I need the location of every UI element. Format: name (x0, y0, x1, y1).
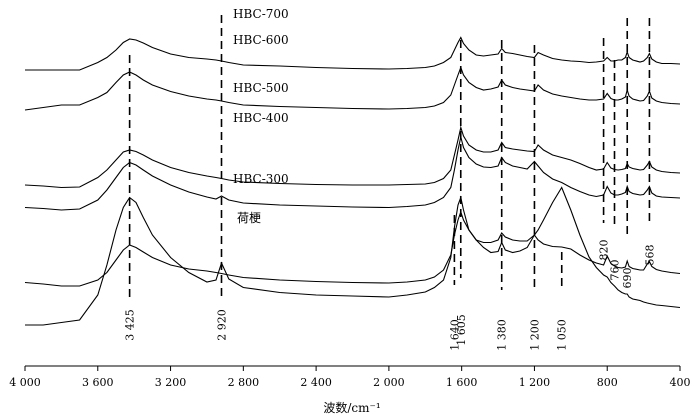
series-layer (24, 36, 681, 326)
peak-marker-label-10: 690 (621, 268, 634, 289)
x-axis-title: 波数/cm⁻¹ (323, 400, 380, 415)
series-line-4 (24, 136, 681, 211)
peak-marker-label-9: 760 (609, 260, 622, 281)
x-tick-label-1: 4 000 (9, 376, 41, 389)
series-line-1 (25, 36, 681, 71)
x-tick-label-10: 400 (670, 376, 691, 389)
peak-marker-label-2: 2 920 (216, 309, 229, 341)
x-tick-label-7: 1 600 (446, 376, 478, 389)
x-tick-label-5: 2 400 (300, 376, 332, 389)
series-labels: HBC-700 HBC-600 HBC-500 HBC-400 HBC-300 荷梗 (233, 7, 289, 225)
x-tick-label-4: 2 800 (228, 376, 260, 389)
x-axis-ticks: 4 000 3 600 3 200 2 800 2 400 2 000 1 600 1 200… (9, 366, 691, 389)
peak-marker-label-5: 1 380 (496, 319, 509, 351)
series-line-2 (24, 65, 681, 111)
series-line-3 (24, 125, 681, 189)
peak-marker-label-1: 3 425 (124, 309, 137, 341)
series-label-3: HBC-500 (233, 81, 289, 95)
series-label-1: HBC-700 (233, 7, 289, 21)
peak-marker-label-8: 820 (598, 240, 611, 261)
peak-marker-label-3: 1 640 (448, 319, 461, 351)
peak-marker-label-6: 1 200 (528, 319, 541, 351)
x-tick-label-6: 2 000 (373, 376, 405, 389)
peak-marker-label-4: 1 605 (455, 314, 468, 346)
series-label-5: HBC-300 (233, 172, 289, 186)
peak-marker-label-7: 1 050 (556, 319, 569, 351)
x-tick-label-9: 800 (597, 376, 618, 389)
series-line-6 (25, 186, 681, 326)
x-tick-label-2: 3 600 (82, 376, 114, 389)
x-tick-label-8: 1 200 (519, 376, 551, 389)
series-label-4: HBC-400 (233, 111, 289, 125)
peak-marker-label-11: 568 (643, 245, 656, 266)
series-label-6: 荷梗 (237, 210, 261, 225)
series-label-2: HBC-600 (233, 33, 289, 47)
x-tick-label-3: 3 200 (155, 376, 187, 389)
series-line-5 (24, 210, 681, 287)
